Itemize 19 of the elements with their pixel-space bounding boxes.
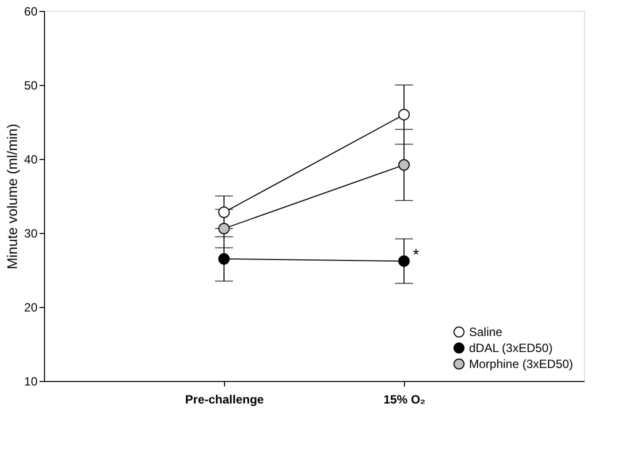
y-tick-label: 20 (24, 300, 38, 314)
point (218, 222, 230, 234)
legend-label: Saline (469, 325, 503, 339)
annotation: * (412, 247, 420, 264)
y-tick-label: 30 (24, 226, 38, 240)
legend-label: Morphine (3xED50) (469, 357, 574, 371)
point (218, 253, 230, 265)
x-tick-label: 15% O₂ (383, 392, 426, 406)
y-tick-label: 10 (24, 374, 38, 388)
point (218, 206, 230, 218)
point (398, 255, 410, 267)
point (398, 108, 410, 120)
x-tick-label: Pre-challenge (185, 392, 264, 406)
y-tick-label: 50 (24, 78, 38, 92)
legend-label: dDAL (3xED50) (469, 341, 553, 355)
y-tick-label: 60 (24, 4, 38, 18)
y-axis-title: Minute volume (ml/min) (4, 124, 20, 270)
y-tick-label: 40 (24, 152, 38, 166)
point (398, 159, 410, 171)
